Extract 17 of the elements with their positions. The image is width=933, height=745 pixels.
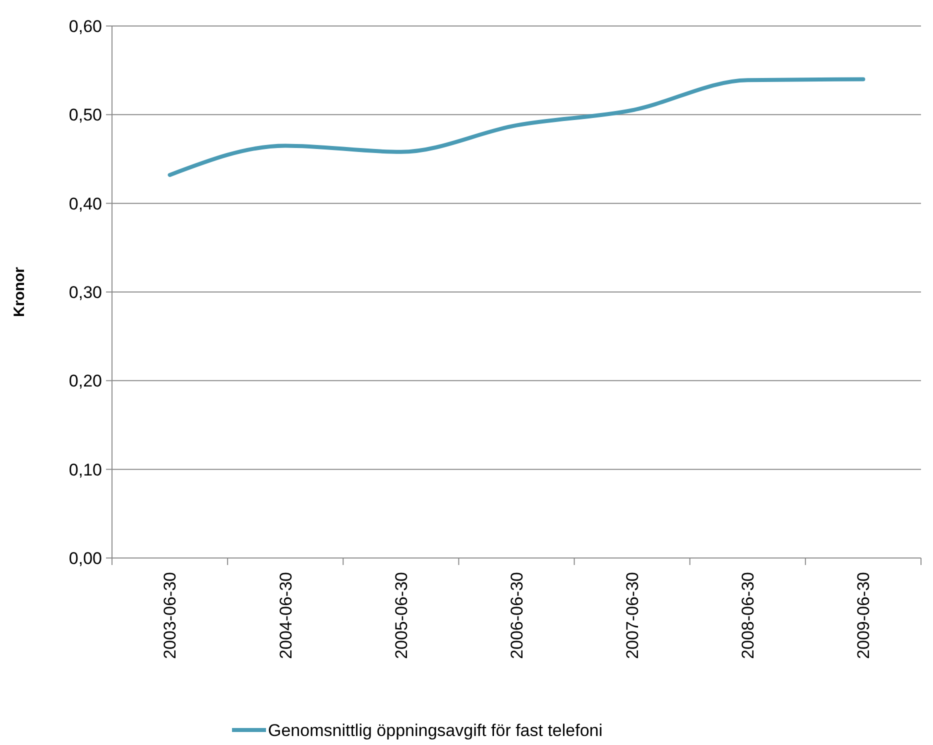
- y-axis-title: Kronor: [11, 266, 28, 317]
- y-tick-label: 0,60: [68, 16, 102, 36]
- x-tick-label: 2009-06-30: [854, 572, 874, 659]
- x-tick-label: 2008-06-30: [738, 572, 758, 659]
- y-tick-label: 0,00: [68, 548, 102, 568]
- x-tick-label: 2003-06-30: [160, 572, 180, 659]
- x-tick-label: 2007-06-30: [623, 572, 642, 659]
- x-tick-label: 2004-06-30: [276, 572, 296, 659]
- y-tick-label: 0,10: [68, 460, 102, 480]
- y-tick-label: 0,50: [68, 106, 102, 125]
- legend-label: Genomsnittlig öppningsavgift för fast telefoni: [268, 721, 603, 740]
- y-tick-label: 0,40: [68, 194, 102, 214]
- y-tick-label: 0,30: [68, 282, 102, 302]
- x-tick-label: 2005-06-30: [392, 572, 411, 659]
- line-series: [168, 77, 866, 177]
- x-tick-label: 2006-06-30: [507, 572, 526, 659]
- y-tick-label: 0,20: [68, 372, 102, 391]
